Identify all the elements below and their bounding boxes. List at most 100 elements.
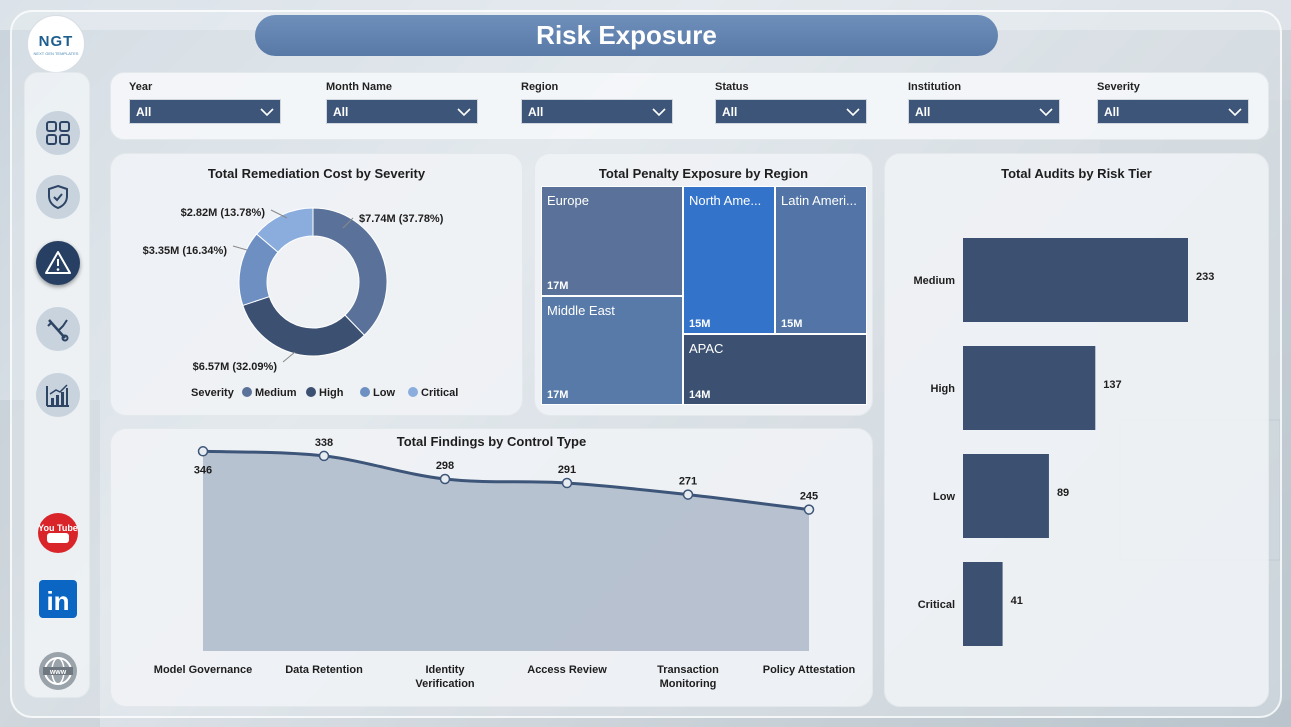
bar-low[interactable]: [963, 454, 1049, 538]
data-point[interactable]: [682, 489, 694, 500]
category-label: Access Review: [527, 664, 607, 676]
area-fill: [203, 451, 809, 651]
sidebar-nav: You Tube in www: [24, 72, 90, 698]
slice-data-label: $3.35M (16.34%): [143, 245, 228, 257]
bar-value-label: 89: [1057, 487, 1069, 499]
chevron-down-icon: [652, 107, 666, 116]
bar-medium[interactable]: [963, 238, 1188, 322]
nav-risk-exposure-button[interactable]: [36, 241, 80, 285]
chart-title: Total Audits by Risk Tier: [1001, 166, 1152, 181]
institution-dropdown[interactable]: All: [908, 99, 1060, 124]
data-point[interactable]: [561, 477, 573, 489]
month-name-dropdown[interactable]: All: [326, 99, 478, 124]
point-value-label: 338: [315, 437, 333, 449]
donut-slice-critical[interactable]: [255, 207, 314, 253]
findings-by-control-type-card: Total Findings by Control Type 346 Model …: [110, 428, 873, 707]
nav-remediation-button[interactable]: [36, 307, 80, 351]
slice-data-label: $2.82M (13.78%): [181, 207, 266, 219]
nav-analytics-button[interactable]: [36, 373, 80, 417]
cell-value: 14M: [689, 389, 711, 401]
legend-item-high: High: [319, 387, 344, 399]
linkedin-icon: in: [39, 580, 77, 618]
year-dropdown[interactable]: All: [129, 99, 281, 124]
treemap-cell-north-america[interactable]: North Ame... 15M: [683, 186, 775, 334]
slice-data-label: $7.74M (37.78%): [359, 213, 444, 225]
svg-text:www: www: [49, 669, 67, 676]
point-value-label: 245: [800, 491, 818, 503]
chart-title: Total Penalty Exposure by Region: [598, 166, 809, 181]
youtube-link[interactable]: You Tube: [36, 511, 80, 555]
treemap-cell-europe[interactable]: Europe 17M: [541, 186, 683, 296]
legend-item-low: Low: [373, 387, 395, 399]
dropdown-value: All: [528, 104, 544, 119]
nav-dashboard-button[interactable]: [36, 111, 80, 155]
chevron-down-icon: [1039, 107, 1053, 116]
cell-value: 17M: [547, 280, 569, 292]
svg-text:You Tube: You Tube: [38, 523, 78, 533]
cell-value: 15M: [689, 318, 711, 330]
bar-high[interactable]: [963, 346, 1096, 430]
filter-label: Status: [715, 81, 749, 93]
point-value-label: 291: [558, 464, 576, 476]
cell-name: Europe: [547, 193, 589, 208]
area-chart: 346 Model Governance 338 Data Retention 298 I…: [154, 437, 856, 690]
leader-line: [282, 351, 296, 363]
category-label: Policy Attestation: [763, 664, 856, 676]
bar-value-label: 233: [1196, 271, 1214, 283]
bar-value-label: 137: [1103, 379, 1121, 391]
treemap-cell-latin-america[interactable]: Latin Ameri... 15M: [775, 186, 867, 334]
chevron-down-icon: [1228, 107, 1242, 116]
treemap-chart: Europe 17M Middle East 17M North Ame... …: [541, 186, 867, 405]
dropdown-value: All: [333, 104, 349, 119]
legend-marker: [408, 387, 418, 397]
youtube-icon: You Tube: [38, 513, 78, 553]
cell-value: 15M: [781, 318, 803, 330]
bar-chart: Medium 233 High 137 Low 89 Critical 41: [913, 238, 1214, 646]
chevron-down-icon: [260, 107, 274, 116]
bar-critical[interactable]: [963, 562, 1003, 646]
data-point[interactable]: [318, 450, 330, 462]
filter-severity: Severity All: [1097, 81, 1249, 124]
legend-marker: [306, 387, 316, 397]
status-dropdown[interactable]: All: [715, 99, 867, 124]
website-link[interactable]: www: [36, 649, 80, 693]
severity-dropdown[interactable]: All: [1097, 99, 1249, 124]
chart-icon: [46, 384, 69, 407]
treemap-cell-middle-east[interactable]: Middle East 17M: [541, 296, 683, 405]
linkedin-link[interactable]: in: [36, 577, 80, 621]
svg-text:in: in: [46, 586, 69, 616]
dropdown-value: All: [722, 104, 738, 119]
region-dropdown[interactable]: All: [521, 99, 673, 124]
slice-data-label: $6.57M (32.09%): [193, 361, 278, 373]
filter-label: Month Name: [326, 81, 392, 93]
filter-status: Status All: [715, 81, 867, 124]
legend-item-critical: Critical: [421, 387, 458, 399]
filter-label: Year: [129, 81, 153, 93]
donut-slice-medium[interactable]: [312, 207, 388, 336]
chart-title: Total Findings by Control Type: [396, 434, 587, 449]
leader-line: [232, 245, 248, 251]
filter-institution: Institution All: [908, 81, 1060, 124]
nav-compliance-button[interactable]: [36, 175, 80, 219]
category-label: Medium: [913, 275, 955, 287]
tools-icon: [47, 319, 69, 342]
point-value-label: 346: [194, 464, 212, 476]
point-value-label: 271: [679, 476, 697, 488]
category-label: Critical: [918, 599, 955, 611]
cell-name: North Ame...: [689, 193, 762, 208]
cell-name: Middle East: [547, 303, 615, 318]
dashboard-grid-icon: [46, 121, 70, 145]
filter-label: Institution: [908, 81, 962, 93]
data-point[interactable]: [803, 504, 815, 515]
category-label: High: [931, 383, 956, 395]
page-title-text: Risk Exposure: [536, 20, 717, 50]
data-point[interactable]: [439, 473, 451, 485]
remediation-cost-card: Total Remediation Cost by Severity $7.74…: [110, 153, 523, 416]
treemap-cell-apac[interactable]: APAC 14M: [683, 334, 867, 405]
category-label: Model Governance: [154, 664, 252, 676]
audits-by-risk-tier-card: Total Audits by Risk Tier Medium 233 High 1…: [884, 153, 1269, 707]
series-line: [202, 449, 810, 512]
data-point[interactable]: [197, 446, 209, 457]
donut-slice-high[interactable]: [242, 295, 366, 357]
filter-label: Severity: [1097, 81, 1140, 93]
